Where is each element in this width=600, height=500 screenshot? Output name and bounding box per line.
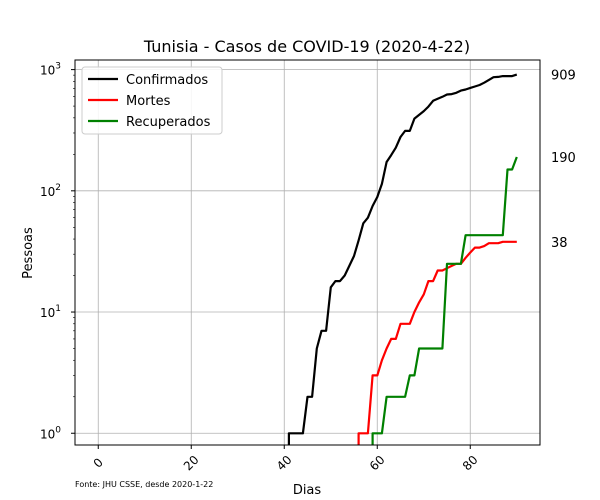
- plot-frame: [74, 59, 541, 446]
- end-label-mortes: 38: [551, 236, 568, 251]
- x-axis-label: Dias: [293, 483, 322, 498]
- source-note: Fonte: JHU CSSE, desde 2020-1-22: [75, 480, 213, 489]
- legend-label: Recuperados: [126, 115, 211, 130]
- legend: Confirmados Mortes Recuperados: [81, 66, 223, 135]
- y-tick-label: 103: [40, 62, 61, 78]
- chart-title: Tunisia - Casos de COVID-19 (2020-4-22): [143, 37, 470, 56]
- y-axis-label: Pessoas: [21, 227, 36, 279]
- legend-box: [81, 66, 223, 135]
- y-tick-label: 102: [40, 183, 61, 199]
- y-tick-label: 101: [40, 304, 61, 320]
- end-labels: 909 38 190: [551, 69, 576, 251]
- series-line-recuperados: [371, 156, 518, 445]
- legend-label: Confirmados: [126, 73, 208, 88]
- y-axis: 100 101 102 103: [40, 62, 75, 441]
- series-line-confirmados: [287, 73, 518, 445]
- y-tick-label: 100: [40, 425, 61, 441]
- end-label-recuperados: 190: [551, 151, 576, 166]
- end-label-confirmados: 909: [551, 69, 576, 84]
- series-line-mortes: [357, 240, 517, 445]
- series-lines: [287, 73, 518, 445]
- legend-label: Mortes: [126, 94, 171, 109]
